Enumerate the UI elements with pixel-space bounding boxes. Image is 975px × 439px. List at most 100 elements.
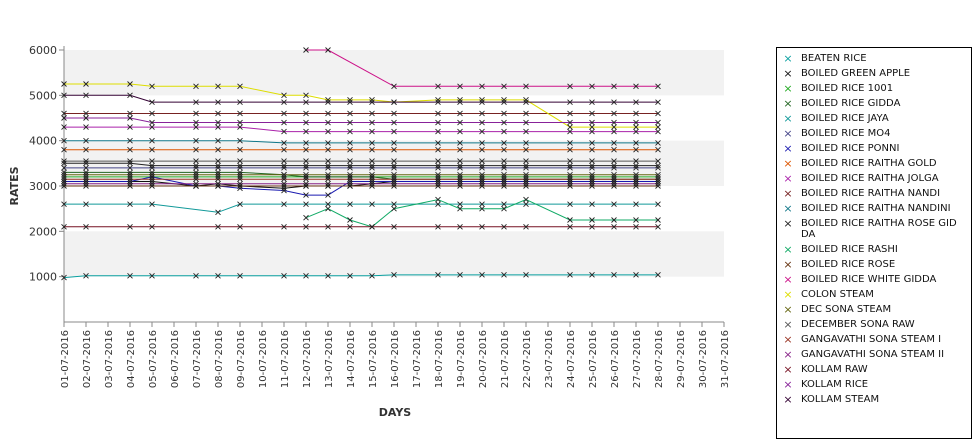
data-point [589, 272, 595, 278]
y-axis-label: RATES [8, 166, 21, 205]
data-point [193, 165, 199, 171]
data-point [457, 180, 463, 187]
data-point [655, 183, 661, 189]
data-point [61, 178, 67, 185]
x-tick-label: 27-07-2016 [632, 330, 643, 388]
data-point [281, 174, 287, 180]
data-point [479, 158, 485, 164]
x-tick-label: 25-07-2016 [588, 330, 599, 388]
data-point [237, 124, 243, 130]
data-point [237, 272, 243, 279]
data-point [325, 205, 331, 212]
data-point [501, 97, 507, 103]
legend-marker-icon: × [783, 288, 793, 301]
data-point [567, 158, 573, 164]
data-point [149, 146, 155, 153]
data-point [325, 165, 331, 171]
data-point [237, 162, 243, 169]
data-point [523, 178, 529, 185]
legend-label: BEATEN RICE [801, 53, 867, 64]
data-point [391, 99, 397, 105]
data-point [655, 128, 661, 135]
data-point [633, 272, 639, 278]
data-point [589, 183, 595, 189]
data-point [61, 176, 67, 183]
x-tick-label: 21-07-2016 [500, 330, 511, 388]
data-point [501, 146, 507, 153]
data-point [655, 165, 661, 171]
legend-item: × BOILED RICE MO4 [777, 128, 971, 143]
data-point [347, 201, 353, 207]
data-point [567, 174, 573, 180]
data-point [479, 180, 485, 187]
data-point [655, 146, 661, 153]
data-point [655, 83, 661, 90]
data-point [127, 110, 133, 117]
data-point [633, 83, 639, 90]
data-point [391, 201, 397, 207]
data-point [479, 97, 485, 103]
data-point [501, 165, 507, 171]
data-point [611, 174, 617, 180]
data-point [193, 124, 199, 130]
data-point [611, 124, 617, 130]
data-point [61, 146, 67, 153]
data-point [611, 140, 617, 146]
legend-item: × BOILED RICE RAITHA NANDINI [777, 203, 971, 218]
data-point [479, 205, 485, 212]
data-point [523, 171, 529, 178]
data-point [589, 217, 595, 223]
data-point [611, 165, 617, 171]
data-point [303, 171, 309, 178]
data-point [237, 185, 243, 192]
legend-item: × BOILED RICE RAITHA JOLGA [777, 173, 971, 188]
data-point [523, 201, 529, 207]
data-point [501, 128, 507, 135]
data-point [611, 119, 617, 126]
data-point [501, 178, 507, 185]
data-point [215, 110, 221, 117]
data-point [303, 201, 309, 207]
data-point [611, 99, 617, 105]
data-point [523, 174, 529, 180]
data-point [435, 165, 441, 171]
data-point [655, 272, 661, 278]
x-tick-label: 17-07-2016 [412, 330, 423, 388]
data-point [149, 165, 155, 171]
data-point [501, 110, 507, 117]
data-point [127, 183, 133, 189]
data-point [567, 119, 573, 126]
data-point [589, 180, 595, 187]
data-point [567, 146, 573, 153]
data-point [237, 110, 243, 117]
x-tick-label: 24-07-2016 [566, 330, 577, 388]
data-point [457, 119, 463, 126]
data-point [83, 176, 89, 183]
data-point [523, 196, 529, 203]
data-point [501, 162, 507, 169]
y-axis-ticks: 1000 2000 3000 4000 5000 6000 [29, 44, 64, 284]
data-point [633, 223, 639, 230]
data-point [567, 124, 573, 130]
x-tick-label: 22-07-2016 [522, 330, 533, 388]
data-point [369, 158, 375, 164]
data-point [391, 171, 397, 178]
data-point [303, 183, 309, 189]
data-point [237, 201, 243, 207]
data-point [369, 201, 375, 207]
legend-label: KOLLAM RICE [801, 379, 869, 390]
data-point [215, 162, 221, 169]
data-point [281, 119, 287, 126]
data-point [61, 110, 67, 117]
data-point [633, 119, 639, 126]
legend-item: × BOILED RICE 1001 [777, 83, 971, 98]
data-point [61, 160, 67, 167]
data-point [325, 174, 331, 180]
data-point [523, 176, 529, 183]
data-point [501, 205, 507, 212]
data-point [83, 158, 89, 164]
data-point [611, 171, 617, 178]
legend-label: BOILED RICE RAITHA NANDI [801, 188, 941, 199]
data-point [501, 119, 507, 126]
data-point [435, 146, 441, 153]
